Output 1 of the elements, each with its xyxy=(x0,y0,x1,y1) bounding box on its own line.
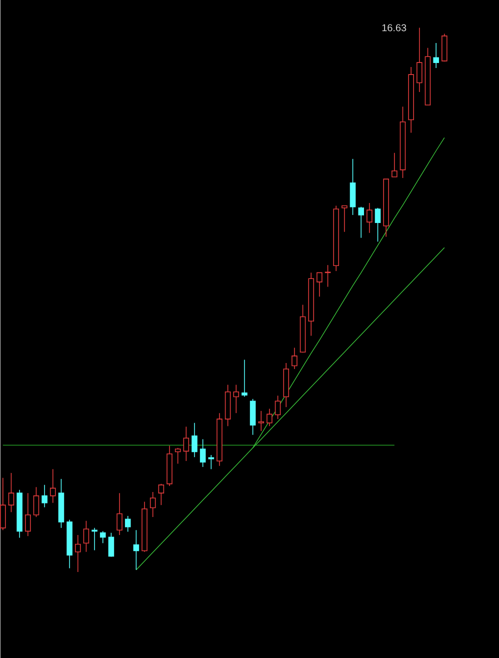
annotation: 16.63 xyxy=(382,24,406,32)
